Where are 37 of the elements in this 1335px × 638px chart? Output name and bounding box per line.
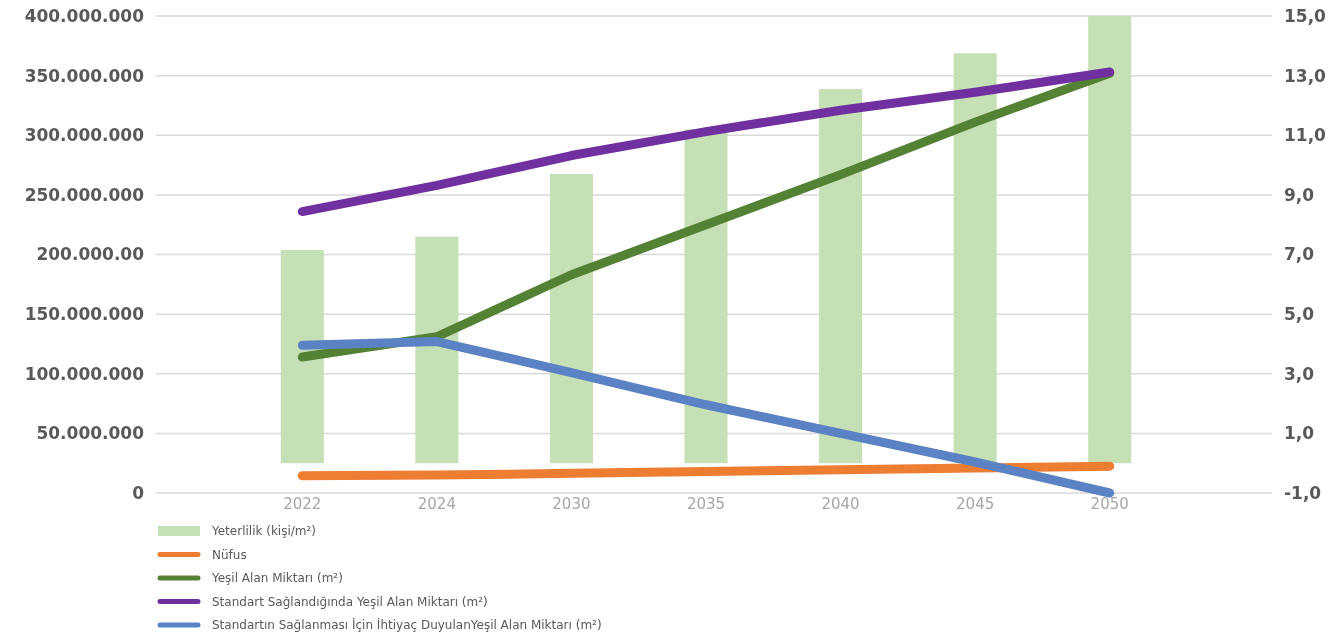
x-tick-label: 2022	[283, 495, 322, 513]
x-tick-label: 2035	[686, 495, 726, 513]
legend-label: Yeterlilik (kişi/m²)	[211, 524, 317, 539]
y2-tick-label: 13,0	[1284, 65, 1327, 86]
x-tick-label: 2024	[417, 495, 456, 513]
y-tick-label: 50.000.000	[36, 423, 145, 444]
y2-tick-label: 9,0	[1284, 184, 1315, 205]
bar	[280, 250, 324, 464]
y-tick-label: 0	[132, 482, 145, 503]
y-tick-label: 350.000.000	[24, 65, 145, 86]
y-tick-label: 200.000.00	[36, 244, 145, 265]
legend-label: Nüfus	[212, 547, 247, 562]
bar	[819, 89, 863, 464]
legend-label: Yeşil Alan Miktarı (m²)	[211, 571, 343, 586]
y-tick-label: 100.000.000	[24, 363, 145, 384]
y-tick-label: 250.000.000	[24, 184, 145, 205]
bar	[1088, 16, 1132, 464]
x-tick-label: 2045	[956, 495, 995, 513]
y2-tick-label: 5,0	[1284, 304, 1315, 325]
y2-tick-label: -1,0	[1284, 482, 1322, 503]
y2-tick-label: 1,0	[1284, 423, 1315, 444]
legend-label: Standart Sağlandığında Yeşil Alan Miktarı (m²)	[212, 594, 488, 609]
y2-tick-label: 7,0	[1284, 244, 1315, 265]
bar	[684, 129, 728, 464]
x-tick-label: 2050	[1090, 495, 1129, 513]
bar	[415, 236, 459, 464]
bar	[549, 174, 593, 464]
x-tick-label: 2040	[821, 495, 860, 513]
y2-tick-label: 11,0	[1284, 125, 1327, 146]
y2-tick-label: 3,0	[1284, 363, 1315, 384]
legend-label: Standartın Sağlanması İçin İhtiyaç DuyulanYeşil Alan Miktarı (m²)	[212, 617, 602, 633]
y2-tick-label: 15,0	[1284, 5, 1327, 26]
x-tick-label: 2030	[552, 495, 591, 513]
y-tick-label: 150.000.000	[24, 304, 145, 325]
y-tick-label: 400.000.000	[24, 5, 145, 26]
y-tick-label: 300.000.000	[24, 125, 145, 146]
bar	[953, 53, 997, 464]
